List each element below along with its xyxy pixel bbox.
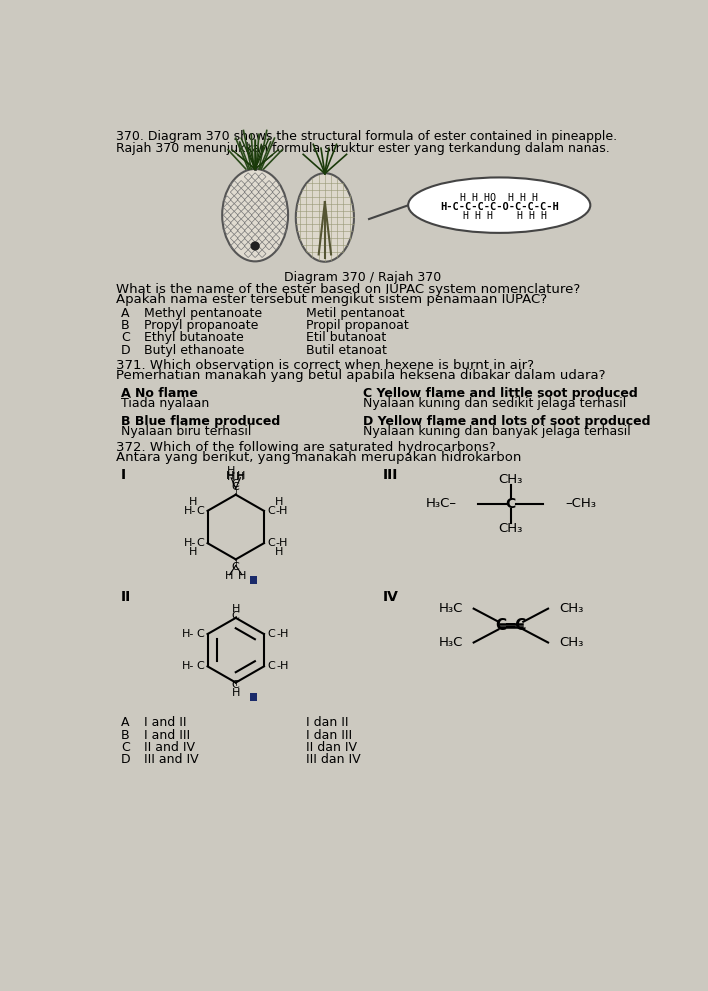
- Text: H H H    H H H: H H H H H H: [451, 211, 547, 221]
- Text: C: C: [121, 741, 130, 754]
- Text: C: C: [268, 505, 275, 516]
- Text: H: H: [188, 497, 197, 507]
- Text: Nyalaan kuning dan banyak jelaga terhasil: Nyalaan kuning dan banyak jelaga terhasi…: [363, 425, 631, 438]
- Text: CH₃: CH₃: [559, 603, 583, 615]
- Text: C: C: [196, 629, 204, 639]
- Polygon shape: [250, 577, 258, 584]
- Text: II dan IV: II dan IV: [305, 741, 357, 754]
- Text: H-C-C-C-C-O-C-C-C-H: H-C-C-C-C-O-C-C-C-H: [440, 202, 559, 212]
- Text: Tiada nyalaan: Tiada nyalaan: [121, 396, 210, 410]
- Text: Butil etanoat: Butil etanoat: [305, 344, 387, 357]
- Text: B: B: [121, 319, 130, 332]
- Text: Nyalaan kuning dan sedikit jelaga terhasil: Nyalaan kuning dan sedikit jelaga terhas…: [363, 396, 626, 410]
- Text: Propyl propanoate: Propyl propanoate: [144, 319, 258, 332]
- Text: C: C: [506, 496, 516, 511]
- Text: H-: H-: [183, 538, 196, 548]
- Polygon shape: [250, 694, 258, 701]
- Text: 371. Which observation is correct when hexene is burnt in air?: 371. Which observation is correct when h…: [115, 359, 534, 373]
- Text: H: H: [225, 571, 234, 582]
- Text: III: III: [383, 468, 399, 482]
- Text: I dan III: I dan III: [305, 728, 352, 741]
- Text: B: B: [121, 728, 130, 741]
- Text: Methyl pentanoate: Methyl pentanoate: [144, 307, 263, 320]
- Text: Rajah 370 menunjukkan formula struktur ester yang terkandung dalam nanas.: Rajah 370 menunjukkan formula struktur e…: [115, 142, 610, 155]
- Text: C: C: [232, 680, 239, 690]
- Text: Propil propanoat: Propil propanoat: [305, 319, 409, 332]
- Text: H: H: [188, 547, 197, 557]
- Text: C: C: [232, 482, 239, 492]
- Ellipse shape: [409, 177, 590, 233]
- Text: A: A: [121, 307, 130, 320]
- Text: CH₃: CH₃: [498, 522, 523, 535]
- Text: 370. Diagram 370 shows the structural formula of ester contained in pineapple.: 370. Diagram 370 shows the structural fo…: [115, 131, 617, 144]
- Text: H: H: [275, 547, 283, 557]
- Text: D Yellow flame and lots of soot produced: D Yellow flame and lots of soot produced: [363, 415, 651, 428]
- Text: A No flame: A No flame: [121, 386, 198, 400]
- Text: Apakah nama ester tersebut mengikut sistem penamaan IUPAC?: Apakah nama ester tersebut mengikut sist…: [115, 293, 547, 306]
- Text: Antara yang berikut, yang manakah merupakan hidrokarbon: Antara yang berikut, yang manakah merupa…: [115, 451, 521, 464]
- Text: II: II: [121, 591, 131, 605]
- Text: C Yellow flame and little soot produced: C Yellow flame and little soot produced: [363, 386, 638, 400]
- Text: C: C: [268, 629, 275, 639]
- Text: H H HO  H H H: H H HO H H H: [460, 193, 538, 203]
- Text: -H: -H: [275, 505, 288, 516]
- Text: -H: -H: [276, 629, 289, 639]
- Text: D: D: [121, 753, 131, 766]
- Text: I and III: I and III: [144, 728, 190, 741]
- Text: C: C: [268, 538, 275, 548]
- Text: C═C: C═C: [495, 618, 527, 633]
- Text: C: C: [232, 562, 239, 572]
- Text: H-: H-: [182, 661, 195, 671]
- Text: I: I: [121, 468, 126, 482]
- Text: H₃C–: H₃C–: [426, 497, 457, 510]
- Text: C: C: [196, 505, 204, 516]
- Text: Etil butanoat: Etil butanoat: [305, 331, 386, 345]
- Text: Butyl ethanoate: Butyl ethanoate: [144, 344, 245, 357]
- Text: H-: H-: [183, 505, 196, 516]
- Text: H: H: [227, 472, 235, 482]
- Text: –CH₃: –CH₃: [565, 497, 596, 510]
- Text: Nyalaan biru terhasil: Nyalaan biru terhasil: [121, 425, 251, 438]
- Text: Diagram 370 / Rajah 370: Diagram 370 / Rajah 370: [284, 272, 442, 284]
- Text: C: C: [196, 661, 204, 671]
- Text: IV: IV: [383, 591, 399, 605]
- Text: H₃C: H₃C: [438, 603, 463, 615]
- Text: H₃C: H₃C: [438, 636, 463, 649]
- Circle shape: [251, 242, 260, 251]
- Text: H: H: [226, 471, 234, 481]
- Text: Pemerhatian manakah yang betul apabila heksena dibakar dalam udara?: Pemerhatian manakah yang betul apabila h…: [115, 370, 605, 383]
- Text: CH₃: CH₃: [498, 473, 523, 486]
- Text: 372. Which of the following are saturated hydrocarbons?: 372. Which of the following are saturate…: [115, 441, 496, 454]
- Text: B Blue flame produced: B Blue flame produced: [121, 415, 280, 428]
- Text: I dan II: I dan II: [305, 716, 348, 729]
- Text: A: A: [121, 716, 130, 729]
- Text: -H: -H: [276, 661, 289, 671]
- Ellipse shape: [222, 169, 288, 262]
- Text: III dan IV: III dan IV: [305, 753, 360, 766]
- Text: H: H: [227, 466, 236, 477]
- Text: What is the name of the ester based on IUPAC system nomenclature?: What is the name of the ester based on I…: [115, 282, 580, 296]
- Text: CH₃: CH₃: [559, 636, 583, 649]
- Text: C: C: [121, 331, 130, 345]
- Text: H: H: [236, 472, 244, 482]
- Text: C: C: [268, 661, 275, 671]
- Text: C: C: [196, 538, 204, 548]
- Text: II and IV: II and IV: [144, 741, 195, 754]
- Text: Metil pentanoat: Metil pentanoat: [305, 307, 404, 320]
- Text: I and II: I and II: [144, 716, 187, 729]
- Text: H: H: [237, 471, 246, 481]
- Text: H-: H-: [182, 629, 195, 639]
- Text: H: H: [232, 604, 240, 613]
- Text: H: H: [238, 571, 246, 582]
- Text: -H: -H: [275, 538, 288, 548]
- Text: H: H: [232, 689, 240, 699]
- Text: C: C: [232, 610, 239, 620]
- Text: C: C: [232, 479, 239, 489]
- Ellipse shape: [296, 173, 354, 262]
- Text: D: D: [121, 344, 131, 357]
- Text: Ethyl butanoate: Ethyl butanoate: [144, 331, 244, 345]
- Text: III and IV: III and IV: [144, 753, 199, 766]
- Text: H: H: [275, 497, 283, 507]
